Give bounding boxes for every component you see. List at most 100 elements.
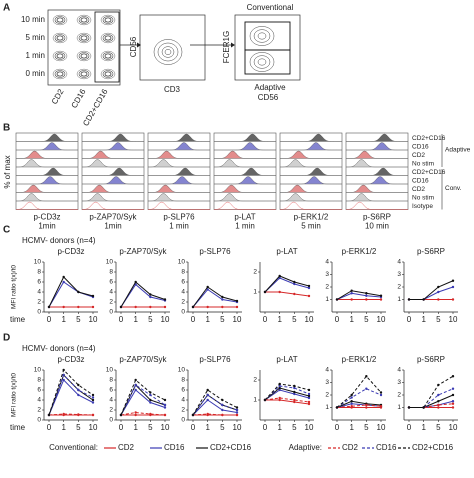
point (278, 274, 281, 278)
histogram (279, 201, 342, 210)
series-line (192, 394, 238, 416)
row-label: 5 min (25, 33, 45, 42)
series-line (336, 404, 382, 408)
x-tick-label: 1 (133, 423, 138, 432)
point (422, 406, 425, 409)
x-tick-label: 1 (421, 423, 426, 432)
y-tick-label: 1 (397, 296, 401, 303)
point (451, 400, 455, 403)
x-tick-label: 10 (449, 315, 458, 324)
contour (78, 70, 90, 78)
series-line (120, 283, 166, 308)
contour (104, 35, 112, 41)
histogram (213, 150, 276, 159)
column-label: p-SLP76 (163, 213, 195, 222)
histogram (147, 159, 210, 168)
column-time: 5 min (301, 222, 321, 231)
y-tick-label: 4 (325, 259, 329, 266)
contour (52, 14, 68, 26)
histogram (15, 184, 78, 193)
histogram (345, 150, 408, 159)
contour (52, 50, 68, 62)
row-label: CD2 (412, 186, 425, 193)
y-tick-label: 8 (109, 377, 113, 384)
y-tick-label: 0 (37, 417, 41, 424)
histogram-frame (81, 132, 145, 210)
legend-label: CD2 (342, 443, 359, 452)
point (62, 280, 65, 284)
x-tick-label: 1 (205, 315, 210, 324)
y-tick-label: 8 (37, 377, 41, 384)
contour (100, 32, 116, 44)
contour (102, 70, 114, 78)
point (206, 388, 209, 392)
point (278, 398, 281, 402)
point (350, 396, 353, 399)
contour (249, 52, 275, 72)
contour (56, 71, 64, 77)
y-tick-label: 10 (34, 259, 42, 266)
series-line (264, 385, 310, 401)
contour (80, 53, 88, 59)
x-tick-label: 1 (61, 423, 66, 432)
chart-title: p-CD3z (57, 247, 84, 256)
row-label: CD2 (412, 152, 425, 159)
y-axis-label: MFI ratio t(x)/t0 (11, 265, 18, 309)
x-tick-label: 5 (436, 315, 441, 324)
chart-title: p-SLP76 (199, 247, 231, 256)
y-tick-label: 2 (397, 392, 401, 399)
point (149, 398, 152, 402)
legend-group: Conventional: (49, 443, 98, 452)
histogram (15, 159, 78, 168)
point (221, 408, 224, 412)
column-time: 1 min (169, 222, 189, 231)
contour (56, 35, 64, 41)
point (77, 383, 80, 387)
row-label: CD2+CD16 (412, 135, 446, 142)
x-tick-label: 5 (364, 315, 369, 324)
contour (257, 58, 267, 66)
point (451, 406, 455, 409)
point (451, 387, 455, 390)
series-line (264, 387, 310, 401)
y-tick-label: 2 (181, 299, 185, 306)
point (163, 398, 167, 402)
point (163, 305, 167, 309)
y-tick-label: 3 (397, 271, 401, 278)
point (379, 391, 383, 394)
point (350, 405, 353, 408)
point (163, 413, 167, 417)
x-tick-label: 5 (436, 423, 441, 432)
point (91, 294, 95, 298)
histogram (214, 133, 276, 142)
point (149, 401, 152, 404)
y-tick-label: 1 (253, 289, 257, 296)
gate (244, 49, 291, 75)
contour (100, 50, 116, 62)
series-line (192, 288, 238, 308)
point (307, 294, 311, 298)
axis-label: % of max (3, 155, 12, 188)
y-tick-label: 10 (178, 367, 186, 374)
x-tick-label: 0 (119, 315, 124, 324)
point (307, 284, 311, 288)
point (350, 292, 353, 295)
x-tick-label: 1 (421, 315, 426, 324)
point (47, 413, 51, 417)
contour (78, 52, 90, 60)
x-tick-label: 5 (292, 423, 297, 432)
point (235, 413, 239, 417)
y-tick-label: 1 (325, 404, 329, 411)
axis-label: CD3 (164, 85, 181, 94)
point (379, 298, 383, 301)
histogram (214, 167, 276, 176)
histogram-frame (345, 132, 409, 210)
point (293, 390, 296, 394)
row-label: No stim (412, 160, 434, 167)
point (134, 305, 137, 309)
point (77, 388, 80, 392)
histogram (148, 167, 210, 176)
histogram (213, 201, 276, 210)
group-label: Conv. (445, 185, 462, 192)
